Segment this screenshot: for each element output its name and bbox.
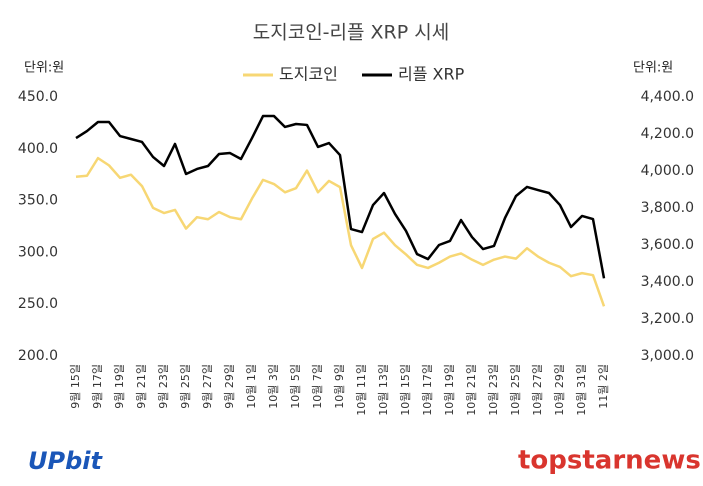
y-tick-label: 200.0 xyxy=(18,348,58,364)
chart-title: 도지코인-리플 XRP 시세 xyxy=(253,22,449,44)
x-tick-label: 9월 19일 xyxy=(112,364,126,409)
x-tick-label: 10월 1일 xyxy=(244,364,258,409)
y-tick-label: 400.0 xyxy=(18,141,58,157)
x-tick-label: 9월 17일 xyxy=(90,364,104,409)
x-tick-label: 9월 25일 xyxy=(178,364,192,409)
y2-tick-label: 3,000.0 xyxy=(641,348,694,364)
y-axis-label: 단위:원 xyxy=(24,61,64,76)
y2-tick-label: 3,400.0 xyxy=(641,274,694,290)
x-tick-label: 9월 15일 xyxy=(68,364,82,409)
x-tick-label: 10월 17일 xyxy=(420,364,434,416)
line-series xyxy=(75,156,606,307)
x-tick-label: 10월 25일 xyxy=(508,364,522,416)
x-tick-label: 10월 31일 xyxy=(574,364,588,416)
y-tick-label: 250.0 xyxy=(18,296,58,312)
y2-tick-label: 3,800.0 xyxy=(641,200,694,216)
x-tick-label: 10월 27일 xyxy=(530,364,544,416)
x-tick-label: 10월 11일 xyxy=(354,364,368,416)
x-tick-label: 10월 29일 xyxy=(552,364,566,416)
legend-label: 리플 XRP xyxy=(398,65,465,84)
x-tick-label: 10월 23일 xyxy=(486,364,500,416)
y-tick-label: 450.0 xyxy=(18,89,58,105)
x-tick-label: 9월 21일 xyxy=(134,364,148,409)
y-tick-label: 350.0 xyxy=(18,193,58,209)
y2-tick-label: 3,200.0 xyxy=(641,311,694,327)
x-tick-label: 9월 23일 xyxy=(156,364,170,409)
logo: UPbit xyxy=(28,447,103,475)
y2-tick-label: 4,400.0 xyxy=(641,89,694,105)
x-tick-label: 9월 27일 xyxy=(200,364,214,409)
x-tick-label: 11월 2일 xyxy=(596,364,610,409)
x-tick-label: 10월 13일 xyxy=(376,364,390,416)
y2-tick-label: 4,200.0 xyxy=(641,126,694,142)
x-tick-label: 10월 21일 xyxy=(464,364,478,416)
x-tick-label: 9월 29일 xyxy=(222,364,236,409)
x-tick-label: 10월 9일 xyxy=(332,364,346,409)
x-tick-label: 10월 15일 xyxy=(398,364,412,416)
legend-label: 도지코인 xyxy=(279,65,338,84)
x-tick-label: 10월 7일 xyxy=(310,364,324,409)
logo: topstarnews xyxy=(518,446,701,476)
line-series xyxy=(75,114,606,279)
y-tick-label: 300.0 xyxy=(18,244,58,260)
x-tick-label: 10월 3일 xyxy=(266,364,280,409)
y2-tick-label: 3,600.0 xyxy=(641,237,694,253)
y2-axis-label: 단위:원 xyxy=(633,61,673,76)
y2-tick-label: 4,000.0 xyxy=(641,163,694,179)
x-tick-label: 10월 19일 xyxy=(442,364,456,416)
x-tick-label: 10월 5일 xyxy=(288,364,302,409)
